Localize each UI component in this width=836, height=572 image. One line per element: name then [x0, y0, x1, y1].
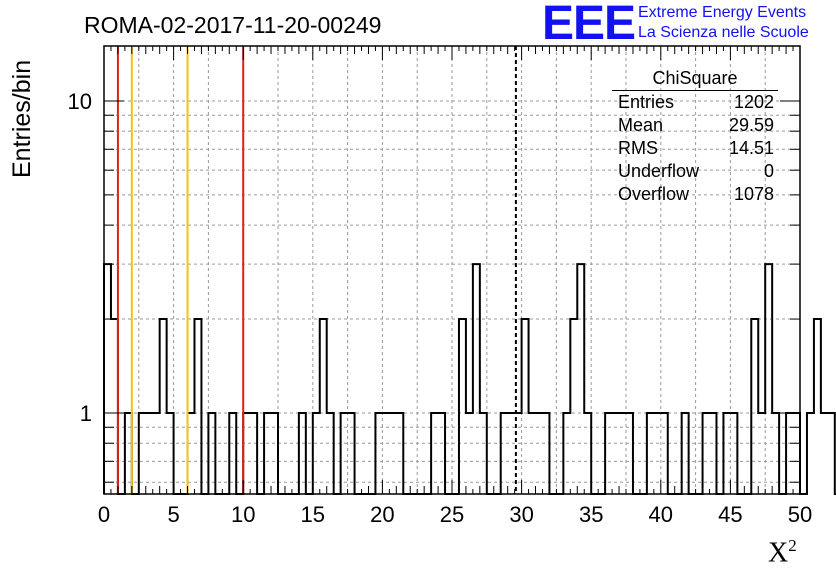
stats-box: ChiSquare Entries 1202 Mean 29.59 RMS 14… [612, 68, 778, 204]
x-axis-label: X2 [768, 536, 797, 569]
x-tick-label: 40 [649, 502, 673, 527]
stats-label: Mean [618, 115, 664, 135]
eee-logo: EEE [542, 0, 636, 50]
x-tick-label: 5 [167, 502, 179, 527]
stats-value: 29.59 [728, 115, 774, 135]
stats-row-mean: Mean 29.59 [618, 115, 774, 138]
chart-title: ROMA-02-2017-11-20-00249 [84, 12, 382, 38]
stats-label: Entries [618, 92, 675, 112]
x-tick-label: 45 [718, 502, 742, 527]
stats-value: 1078 [733, 184, 774, 204]
stats-value: 1202 [733, 92, 774, 112]
x-tick-label: 50 [788, 502, 812, 527]
x-tick-label: 10 [231, 502, 255, 527]
stats-row-entries: Entries 1202 [618, 92, 774, 115]
stats-box-rule [612, 90, 778, 91]
logo-line-2: La Scienza nelle Scuole [638, 24, 809, 41]
stats-label: Overflow [618, 184, 690, 204]
y-tick-label: 10 [68, 89, 92, 114]
x-tick-label: 15 [301, 502, 325, 527]
stats-label: RMS [618, 138, 658, 158]
stats-label: Underflow [618, 161, 700, 181]
y-axis-label: Entries/bin [8, 59, 36, 178]
stats-value: 14.51 [728, 138, 774, 158]
x-tick-label: 20 [370, 502, 394, 527]
x-tick-label: 35 [579, 502, 603, 527]
x-tick-label: 0 [98, 502, 110, 527]
stats-row-overflow: Overflow 1078 [618, 184, 774, 207]
y-tick-label: 1 [80, 401, 92, 426]
stats-box-title: ChiSquare [652, 68, 738, 88]
x-tick-label: 25 [440, 502, 464, 527]
stats-row-underflow: Underflow 0 [618, 161, 774, 184]
stats-row-rms: RMS 14.51 [618, 138, 774, 161]
x-axis-label-superscript: 2 [788, 536, 797, 555]
logo-line-1: Extreme Energy Events [638, 4, 807, 21]
x-axis-label-base: X [768, 537, 789, 569]
stats-value: 0 [763, 161, 774, 181]
x-tick-label: 30 [509, 502, 533, 527]
